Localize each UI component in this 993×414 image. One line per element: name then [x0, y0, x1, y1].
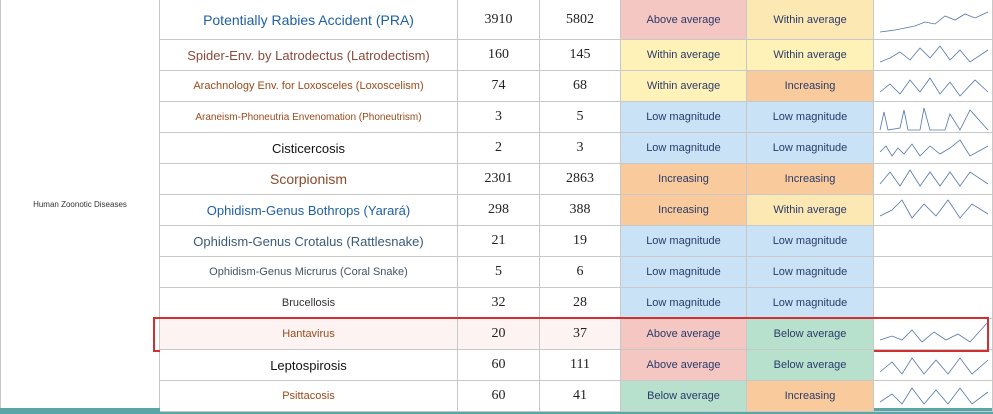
status-badge: Increasing — [747, 71, 874, 102]
previous-count: 60 — [458, 350, 540, 381]
status-badge: Below average — [747, 319, 874, 350]
status-badge: Within average — [621, 40, 747, 71]
status-badge: Low magnitude — [747, 102, 874, 133]
status-badge: Increasing — [747, 164, 874, 195]
sparkline — [879, 139, 989, 157]
previous-count: 74 — [458, 71, 540, 102]
sparkline — [879, 77, 989, 97]
previous-count: 3 — [458, 102, 540, 133]
sparkline — [879, 357, 989, 375]
current-count: 111 — [540, 350, 621, 381]
disease-name: Brucellosis — [160, 288, 458, 319]
status-badge: Within average — [747, 195, 874, 226]
group-label: Human Zoonotic Diseases — [0, 0, 160, 408]
sparkline — [879, 199, 989, 219]
disease-name: Ophidism-Genus Bothrops (Yarará) — [160, 195, 458, 226]
current-count: 145 — [540, 40, 621, 71]
previous-count: 2301 — [458, 164, 540, 195]
disease-name: Scorpionism — [160, 164, 458, 195]
current-count: 388 — [540, 195, 621, 226]
sparkline — [879, 169, 989, 187]
status-badge: Low magnitude — [621, 288, 747, 319]
sparkline — [879, 11, 989, 33]
status-badge: Low magnitude — [747, 226, 874, 257]
status-badge: Above average — [621, 0, 747, 40]
sparkline — [879, 45, 989, 63]
status-badge: Above average — [621, 319, 747, 350]
status-badge: Increasing — [621, 164, 747, 195]
previous-count: 160 — [458, 40, 540, 71]
disease-name: Ophidism-Genus Micrurus (Coral Snake) — [160, 257, 458, 288]
status-badge: Low magnitude — [621, 102, 747, 133]
current-count: 5 — [540, 102, 621, 133]
sparkline — [879, 107, 989, 131]
current-count: 2863 — [540, 164, 621, 195]
status-badge: Low magnitude — [747, 133, 874, 164]
disease-name: Spider-Env. by Latrodectus (Latrodectism… — [160, 40, 458, 71]
sparkline — [879, 321, 989, 343]
status-badge: Within average — [621, 71, 747, 102]
disease-name: Araneism-Phoneutria Envenomation (Phoneu… — [160, 102, 458, 133]
status-badge: Low magnitude — [747, 257, 874, 288]
disease-name: Leptospirosis — [160, 350, 458, 381]
status-badge: Below average — [747, 350, 874, 381]
status-badge: Below average — [621, 381, 747, 412]
status-badge: Low magnitude — [621, 226, 747, 257]
previous-count: 298 — [458, 195, 540, 226]
disease-name: Hantavirus — [160, 319, 458, 350]
previous-count: 2 — [458, 133, 540, 164]
status-badge: Within average — [747, 0, 874, 40]
disease-name: Cisticercosis — [160, 133, 458, 164]
status-badge: Within average — [747, 40, 874, 71]
status-badge: Increasing — [747, 381, 874, 412]
disease-name: Ophidism-Genus Crotalus (Rattlesnake) — [160, 226, 458, 257]
previous-count: 5 — [458, 257, 540, 288]
previous-count: 21 — [458, 226, 540, 257]
previous-count: 3910 — [458, 0, 540, 40]
status-badge: Increasing — [621, 195, 747, 226]
current-count: 68 — [540, 71, 621, 102]
disease-name: Psittacosis — [160, 381, 458, 412]
status-badge: Low magnitude — [621, 257, 747, 288]
current-count: 37 — [540, 319, 621, 350]
sparkline — [879, 387, 989, 405]
disease-name: Potentially Rabies Accident (PRA) — [160, 0, 458, 40]
status-badge: Low magnitude — [621, 133, 747, 164]
previous-count: 60 — [458, 381, 540, 412]
current-count: 3 — [540, 133, 621, 164]
current-count: 5802 — [540, 0, 621, 40]
disease-name: Arachnology Env. for Loxosceles (Loxosce… — [160, 71, 458, 102]
current-count: 6 — [540, 257, 621, 288]
status-badge: Low magnitude — [747, 288, 874, 319]
current-count: 19 — [540, 226, 621, 257]
current-count: 41 — [540, 381, 621, 412]
status-badge: Above average — [621, 350, 747, 381]
previous-count: 20 — [458, 319, 540, 350]
